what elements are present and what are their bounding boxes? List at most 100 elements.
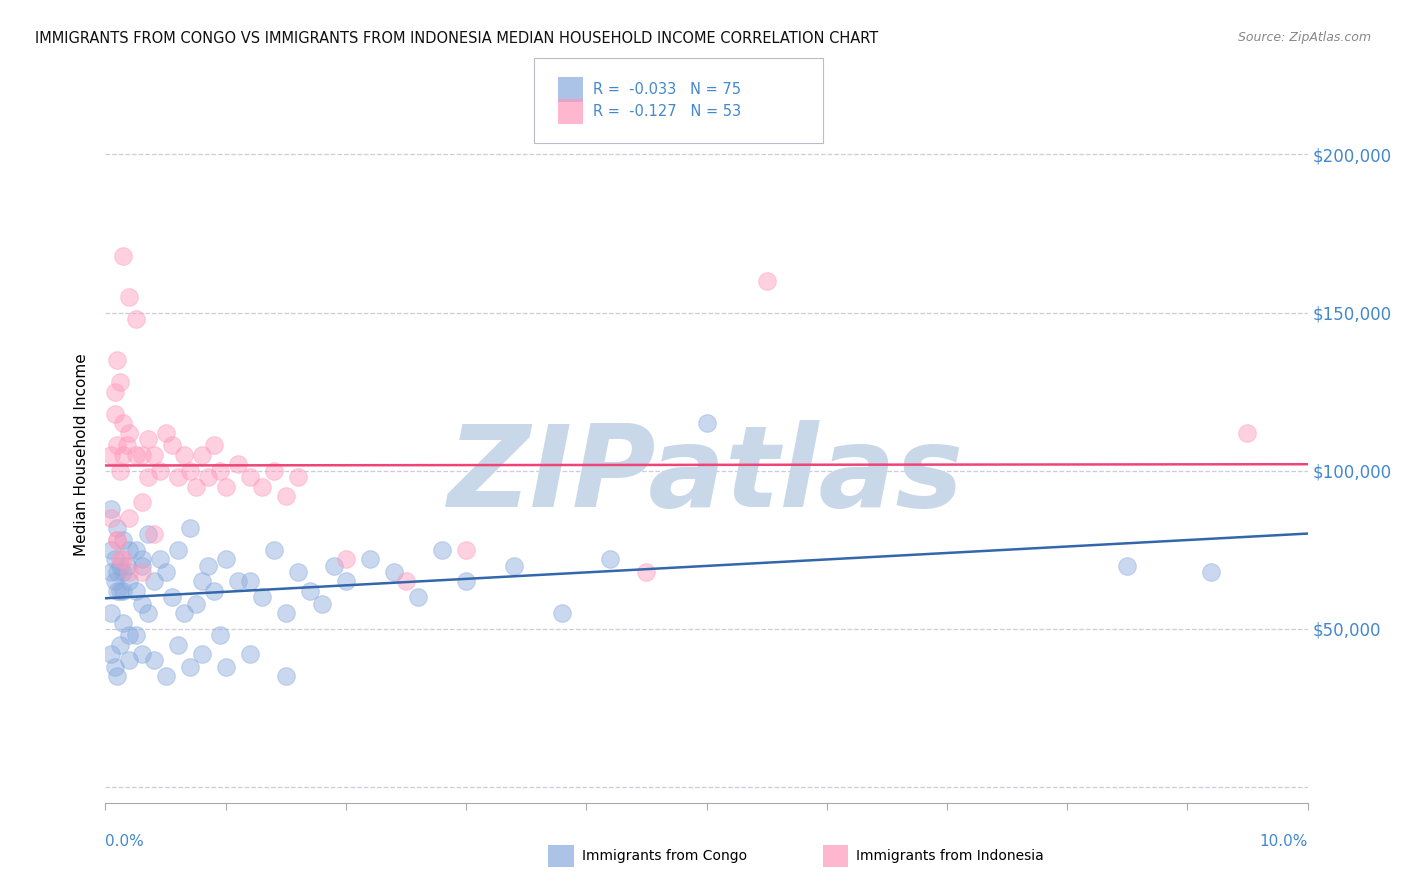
Point [202, 438, 225, 452]
Point [274, 669, 297, 683]
Point [118, 542, 141, 557]
Point [298, 583, 321, 598]
Text: R =  -0.033   N = 75: R = -0.033 N = 75 [593, 82, 741, 96]
Point [136, 470, 159, 484]
Point [108, 558, 131, 573]
Point [112, 448, 135, 462]
Point [104, 660, 127, 674]
Point [112, 583, 135, 598]
Point [551, 606, 574, 620]
Point [124, 583, 146, 598]
Point [100, 606, 122, 620]
Point [274, 606, 297, 620]
Point [100, 542, 122, 557]
Point [100, 501, 122, 516]
Point [107, 565, 129, 579]
Point [322, 558, 344, 573]
Point [131, 552, 153, 566]
Point [197, 558, 219, 573]
Point [136, 432, 159, 446]
Point [636, 565, 658, 579]
Y-axis label: Median Household Income: Median Household Income [75, 353, 90, 557]
Point [1116, 558, 1139, 573]
Point [136, 606, 159, 620]
Point [112, 533, 135, 548]
Point [430, 542, 453, 557]
Point [166, 638, 188, 652]
Point [263, 542, 285, 557]
Point [131, 558, 153, 573]
Point [118, 290, 141, 304]
Point [274, 489, 297, 503]
Point [287, 565, 309, 579]
Point [131, 597, 153, 611]
Point [160, 591, 183, 605]
Point [124, 448, 146, 462]
Point [131, 565, 153, 579]
Point [250, 591, 273, 605]
Point [104, 574, 127, 589]
Point [406, 591, 429, 605]
Point [112, 417, 135, 431]
Point [395, 574, 418, 589]
Point [184, 597, 207, 611]
Point [190, 647, 212, 661]
Point [108, 464, 131, 478]
Point [226, 458, 249, 472]
Point [755, 274, 778, 288]
Point [190, 574, 212, 589]
Point [108, 638, 131, 652]
Point [382, 565, 405, 579]
Point [124, 312, 146, 326]
Point [239, 574, 262, 589]
Point [107, 533, 129, 548]
Point [239, 470, 262, 484]
Point [104, 384, 127, 399]
Point [100, 565, 122, 579]
Point [166, 470, 188, 484]
Point [107, 353, 129, 368]
Point [124, 628, 146, 642]
Point [108, 375, 131, 389]
Text: Immigrants from Indonesia: Immigrants from Indonesia [856, 849, 1045, 863]
Point [214, 552, 236, 566]
Text: R =  -0.127   N = 53: R = -0.127 N = 53 [593, 104, 741, 119]
Point [173, 448, 195, 462]
Point [100, 647, 122, 661]
Point [599, 552, 621, 566]
Point [173, 606, 195, 620]
Point [202, 583, 225, 598]
Point [136, 527, 159, 541]
Point [107, 583, 129, 598]
Point [226, 574, 249, 589]
Point [142, 653, 165, 667]
Point [131, 647, 153, 661]
Point [107, 438, 129, 452]
Point [287, 470, 309, 484]
Point [142, 574, 165, 589]
Point [100, 511, 122, 525]
Point [115, 438, 138, 452]
Point [179, 464, 201, 478]
Point [239, 647, 262, 661]
Point [112, 565, 135, 579]
Point [155, 425, 177, 440]
Point [166, 542, 188, 557]
Point [1201, 565, 1223, 579]
Point [335, 574, 357, 589]
Point [108, 552, 131, 566]
Text: 0.0%: 0.0% [105, 834, 145, 849]
Point [118, 653, 141, 667]
Point [148, 464, 170, 478]
Point [118, 565, 141, 579]
Point [696, 417, 718, 431]
Point [208, 628, 231, 642]
Text: ZIPatlas: ZIPatlas [449, 420, 965, 532]
Point [124, 542, 146, 557]
Point [190, 448, 212, 462]
Point [197, 470, 219, 484]
Point [118, 574, 141, 589]
Point [100, 448, 122, 462]
Point [214, 479, 236, 493]
Point [208, 464, 231, 478]
